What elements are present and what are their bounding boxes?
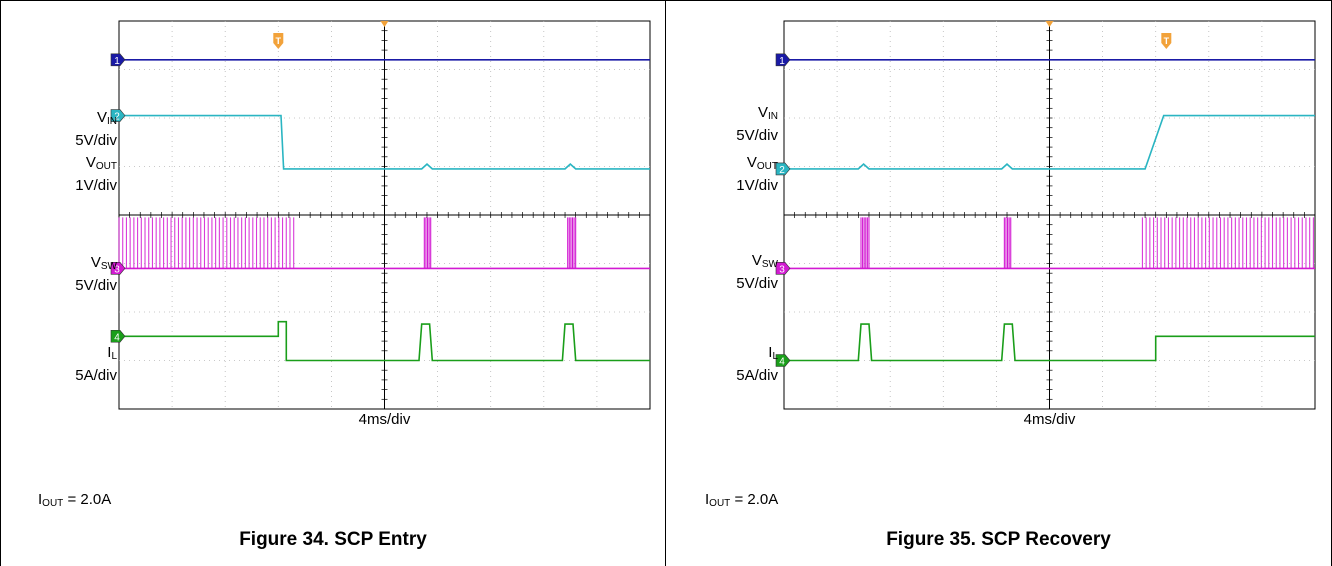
timebase-label: 4ms/div: [358, 411, 411, 428]
trigger-marker: T: [273, 33, 284, 49]
channel-marker-3: 3: [110, 262, 126, 275]
trigger-position-indicator: [380, 21, 389, 27]
vsw-trace: [784, 217, 1315, 270]
figure-caption: Figure 35. SCP Recovery: [886, 529, 1111, 550]
channel-marker-number: 1: [779, 56, 785, 67]
channel-marker-2: 2: [110, 109, 126, 123]
channel-marker-shape: [775, 162, 791, 176]
il-trace: [119, 320, 650, 362]
vin-label: VIN 5V/div: [75, 109, 117, 149]
channel-marker-shape: [775, 262, 791, 275]
condition-label: IOUT = 2.0A: [705, 491, 779, 509]
scope-plot: 1 2 3 4 T: [110, 20, 651, 410]
channel-marker-shape: [110, 262, 126, 275]
channel-marker-1: 1: [110, 53, 126, 67]
vout-trace-line: [119, 114, 650, 170]
il-trace-line: [784, 323, 1315, 362]
il-label: IL 5A/div: [75, 344, 117, 384]
trigger-marker-letter: T: [276, 36, 282, 46]
trigger-position-indicator: [1045, 21, 1054, 27]
switching-pulse: [567, 217, 577, 269]
channel-marker-shape: [110, 329, 126, 343]
timebase-label: 4ms/div: [1023, 411, 1076, 428]
switching-pulse: [860, 217, 870, 269]
channel-marker-3: 3: [775, 262, 791, 275]
vout-label: VOUT 1V/div: [75, 154, 117, 194]
il-trace-line: [119, 320, 650, 362]
scope-plot: 1 2 3 4 T: [775, 20, 1316, 410]
trigger-marker-shape: [1161, 33, 1172, 49]
vout-trace: [784, 114, 1315, 170]
trigger-marker: T: [1161, 33, 1172, 49]
vin-label: VIN 5V/div: [736, 104, 778, 144]
channel-marker-shape: [110, 109, 126, 122]
trigger-marker-shape: [273, 33, 284, 49]
il-trace: [784, 323, 1315, 362]
il-label: IL 5A/div: [736, 344, 778, 384]
switching-pulse: [423, 217, 432, 269]
trigger-marker-letter: T: [1164, 36, 1170, 46]
channel-marker-2: 2: [775, 162, 791, 176]
channel-marker-shape: [775, 53, 791, 67]
figure-caption: Figure 34. SCP Entry: [239, 529, 427, 550]
channel-marker-4: 4: [775, 354, 791, 368]
vsw-label: VSW 5V/div: [736, 252, 778, 292]
vsw-trace: [118, 217, 650, 270]
switching-burst: [118, 217, 295, 269]
vout-trace-line: [784, 114, 1315, 170]
channel-marker-shape: [110, 53, 126, 67]
channel-marker-number: 2: [114, 112, 120, 123]
channel-marker-1: 1: [775, 53, 791, 67]
vout-label: VOUT 1V/div: [736, 154, 778, 194]
channel-marker-number: 4: [779, 357, 785, 368]
vsw-label: VSW 5V/div: [75, 254, 117, 294]
channel-marker-number: 1: [114, 56, 120, 67]
figure-34-panel: 1 2 3 4 T VIN 5V/div VOUT 1V/div VSW 5V/div IL 5…: [0, 0, 666, 566]
channel-marker-number: 4: [114, 332, 120, 343]
vout-trace: [119, 114, 650, 170]
figure-35-panel: 1 2 3 4 T VIN 5V/div VOUT 1V/div VSW 5V/div IL 5…: [666, 0, 1332, 566]
channel-marker-number: 3: [114, 264, 120, 275]
channel-marker-shape: [775, 354, 791, 367]
channel-marker-number: 2: [779, 165, 785, 176]
switching-burst: [1141, 217, 1314, 269]
channel-marker-4: 4: [110, 329, 126, 343]
switching-pulse: [1003, 217, 1012, 269]
condition-label: IOUT = 2.0A: [38, 491, 112, 509]
channel-marker-number: 3: [779, 264, 785, 275]
